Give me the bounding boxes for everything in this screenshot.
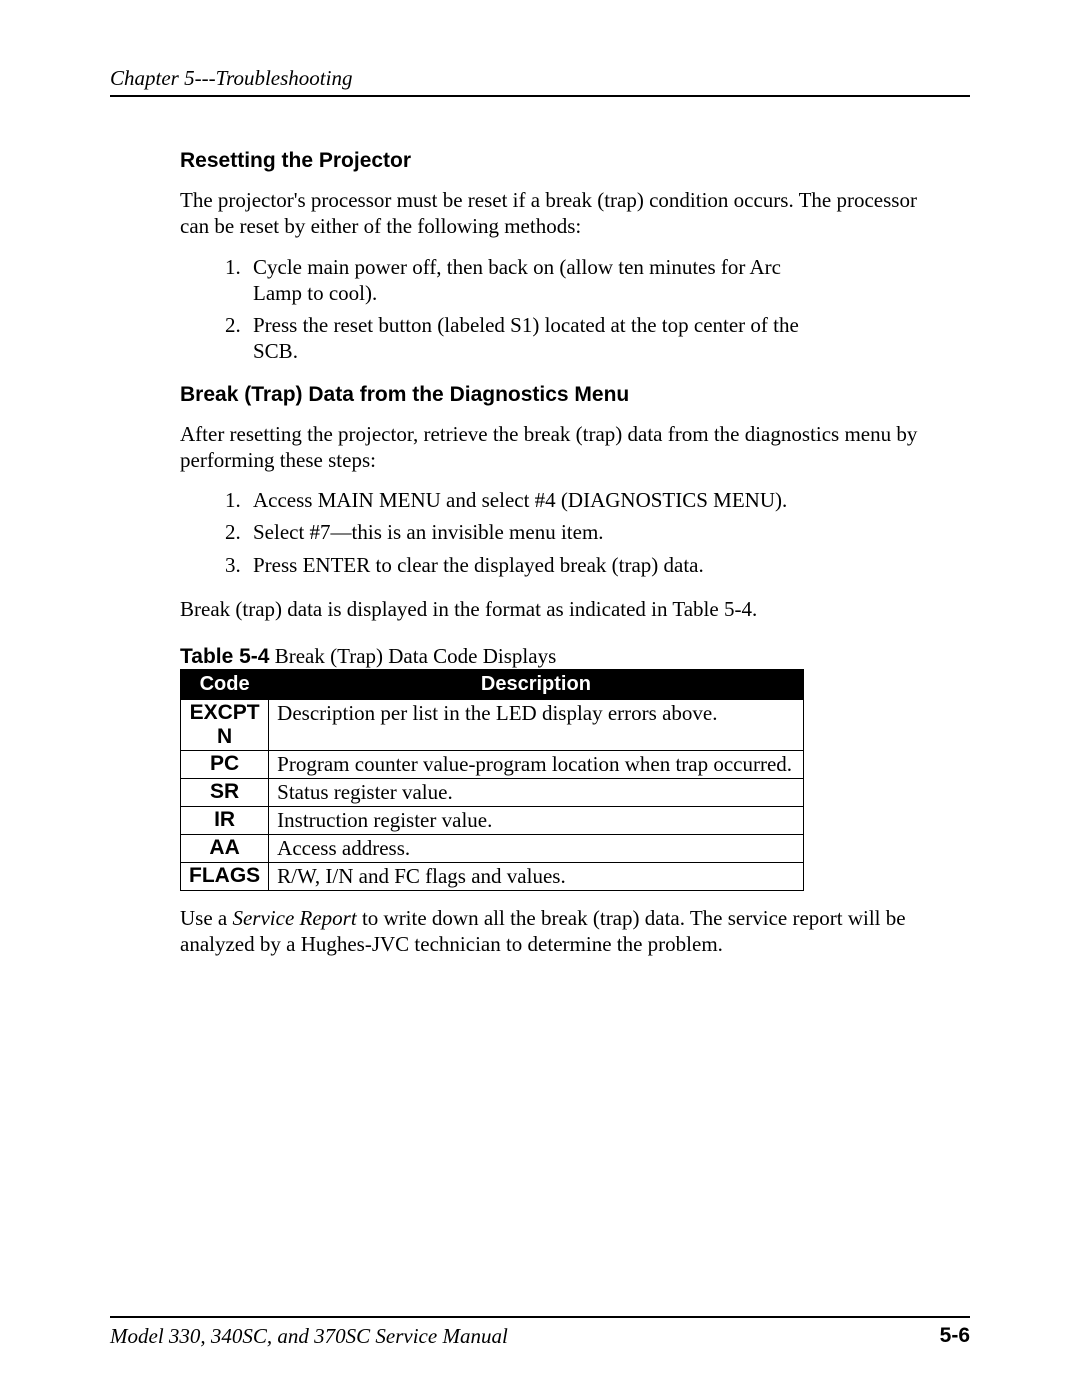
section2-heading: Break (Trap) Data from the Diagnostics M…: [180, 383, 950, 407]
cell-desc: Access address.: [269, 835, 804, 863]
cell-desc: Program counter value-program location w…: [269, 751, 804, 779]
cell-desc: Instruction register value.: [269, 807, 804, 835]
list-num: 3.: [225, 552, 241, 578]
cell-code: SR: [181, 779, 269, 807]
list-text: Press the reset button (labeled S1) loca…: [253, 313, 799, 363]
table-header-row: Code Description: [181, 670, 804, 700]
closing-pre: Use a: [180, 906, 232, 930]
table-row: IR Instruction register value.: [181, 807, 804, 835]
closing-paragraph: Use a Service Report to write down all t…: [180, 905, 950, 958]
cell-code: FLAGS: [181, 863, 269, 891]
list-num: 2.: [225, 312, 241, 338]
list-item: 2. Press the reset button (labeled S1) lo…: [225, 312, 950, 365]
cell-desc: Status register value.: [269, 779, 804, 807]
list-text: Cycle main power off, then back on (allo…: [253, 255, 781, 305]
cell-code: AA: [181, 835, 269, 863]
table-row: SR Status register value.: [181, 779, 804, 807]
list-num: 1.: [225, 254, 241, 280]
list-item: 1. Cycle main power off, then back on (al…: [225, 254, 950, 307]
table-caption-bold: Table 5-4: [180, 645, 269, 668]
list-num: 2.: [225, 519, 241, 545]
page-header: Chapter 5---Troubleshooting: [110, 66, 970, 97]
cell-code: EXCPTN: [181, 700, 269, 751]
section2-after: Break (trap) data is displayed in the fo…: [180, 596, 950, 622]
list-item: 1. Access MAIN MENU and select #4 (DIAGNO…: [225, 487, 950, 513]
page-content: Resetting the Projector The projector's …: [110, 149, 970, 958]
list-text: Press ENTER to clear the displayed break…: [253, 553, 704, 577]
list-num: 1.: [225, 487, 241, 513]
table-row: PC Program counter value-program locatio…: [181, 751, 804, 779]
section1-heading: Resetting the Projector: [180, 149, 950, 173]
page-footer: Model 330, 340SC, and 370SC Service Manu…: [110, 1316, 970, 1349]
cell-code: IR: [181, 807, 269, 835]
list-text: Select #7—this is an invisible menu item…: [253, 520, 604, 544]
list-item: 3. Press ENTER to clear the displayed bre…: [225, 552, 950, 578]
cell-desc: R/W, I/N and FC flags and values.: [269, 863, 804, 891]
table-header-code: Code: [181, 670, 269, 700]
closing-italic: Service Report: [232, 906, 356, 930]
footer-right: 5-6: [940, 1324, 970, 1349]
table-row: AA Access address.: [181, 835, 804, 863]
table-caption-rest: Break (Trap) Data Code Displays: [269, 644, 556, 668]
cell-desc: Description per list in the LED display …: [269, 700, 804, 751]
header-text: Chapter 5---Troubleshooting: [110, 66, 352, 90]
section1-list: 1. Cycle main power off, then back on (al…: [180, 254, 950, 365]
table-caption: Table 5-4 Break (Trap) Data Code Display…: [180, 644, 950, 669]
list-text: Access MAIN MENU and select #4 (DIAGNOST…: [253, 488, 787, 512]
table-row: FLAGS R/W, I/N and FC flags and values.: [181, 863, 804, 891]
table-row: EXCPTN Description per list in the LED d…: [181, 700, 804, 751]
cell-code: PC: [181, 751, 269, 779]
list-item: 2. Select #7—this is an invisible menu it…: [225, 519, 950, 545]
section1-intro: The projector's processor must be reset …: [180, 187, 950, 240]
section2-intro: After resetting the projector, retrieve …: [180, 421, 950, 474]
section2-list: 1. Access MAIN MENU and select #4 (DIAGNO…: [180, 487, 950, 578]
break-trap-table: Code Description EXCPTN Description per …: [180, 669, 804, 891]
footer-left: Model 330, 340SC, and 370SC Service Manu…: [110, 1324, 508, 1349]
table-header-desc: Description: [269, 670, 804, 700]
